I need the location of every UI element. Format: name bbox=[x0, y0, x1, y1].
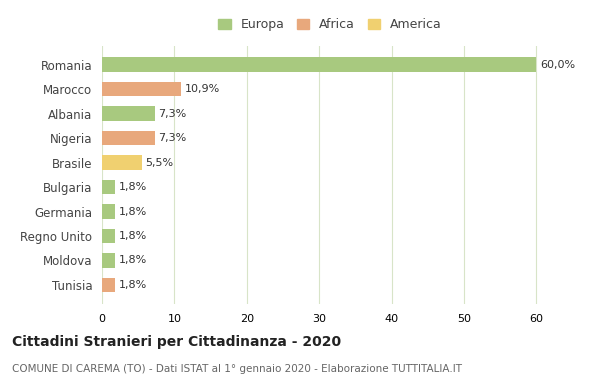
Bar bbox=[102, 57, 536, 72]
Bar bbox=[102, 155, 142, 170]
Text: 1,8%: 1,8% bbox=[119, 231, 147, 241]
Text: Cittadini Stranieri per Cittadinanza - 2020: Cittadini Stranieri per Cittadinanza - 2… bbox=[12, 335, 341, 349]
Bar bbox=[102, 204, 115, 219]
Bar bbox=[102, 180, 115, 195]
Text: 1,8%: 1,8% bbox=[119, 255, 147, 266]
Text: 60,0%: 60,0% bbox=[540, 60, 575, 70]
Legend: Europa, Africa, America: Europa, Africa, America bbox=[215, 16, 445, 34]
Bar bbox=[102, 82, 181, 97]
Text: 1,8%: 1,8% bbox=[119, 206, 147, 217]
Bar bbox=[102, 253, 115, 268]
Text: 10,9%: 10,9% bbox=[185, 84, 220, 94]
Text: COMUNE DI CAREMA (TO) - Dati ISTAT al 1° gennaio 2020 - Elaborazione TUTTITALIA.: COMUNE DI CAREMA (TO) - Dati ISTAT al 1°… bbox=[12, 364, 462, 374]
Text: 5,5%: 5,5% bbox=[145, 158, 173, 168]
Text: 7,3%: 7,3% bbox=[158, 109, 187, 119]
Bar bbox=[102, 131, 155, 146]
Text: 7,3%: 7,3% bbox=[158, 133, 187, 143]
Bar bbox=[102, 106, 155, 121]
Text: 1,8%: 1,8% bbox=[119, 280, 147, 290]
Bar bbox=[102, 277, 115, 292]
Bar bbox=[102, 229, 115, 243]
Text: 1,8%: 1,8% bbox=[119, 182, 147, 192]
